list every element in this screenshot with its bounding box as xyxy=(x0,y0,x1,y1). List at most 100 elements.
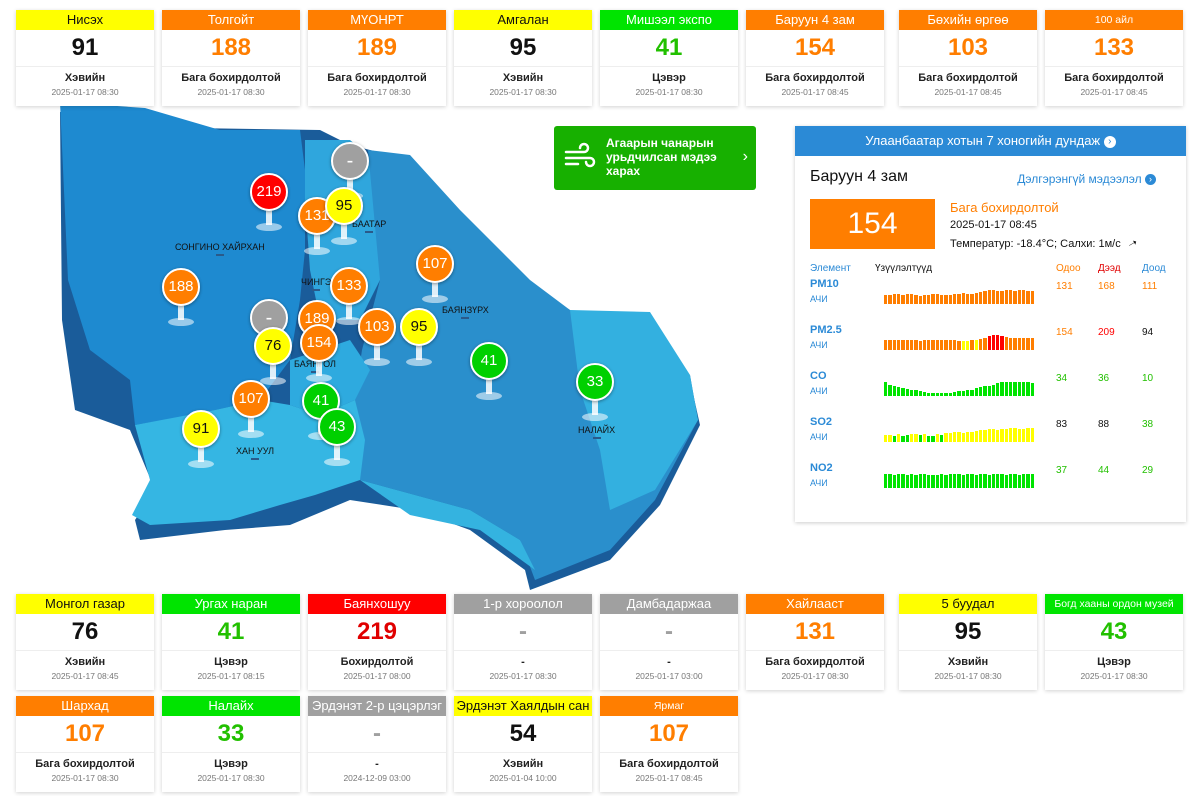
aqi-status: Бага бохирдолтой xyxy=(918,72,1018,84)
pollutant-row: SO2 АЧИ 83 88 38 xyxy=(810,416,1180,458)
panel-title[interactable]: Улаанбаатар хотын 7 хоногийн дундаж › xyxy=(795,126,1186,156)
pin-base xyxy=(364,358,390,366)
history-bar xyxy=(957,341,961,350)
pin-value: 188 xyxy=(162,268,200,306)
details-link[interactable]: Дэлгэрэнгүй мэдээлэл › xyxy=(1017,172,1156,186)
history-bar xyxy=(957,432,961,442)
station-card[interactable]: Эрдэнэт 2-р цэцэрлэг - - 2024-12-09 03:00 xyxy=(308,696,446,792)
map-pin[interactable]: 95 xyxy=(325,187,363,249)
map-pin[interactable]: 103 xyxy=(358,308,396,370)
station-card[interactable]: Нисэх 91 Хэвийн 2025-01-17 08:30 xyxy=(16,10,154,106)
history-bar xyxy=(1013,291,1017,304)
station-card[interactable]: Мишээл экспо 41 Цэвэр 2025-01-17 08:30 xyxy=(600,10,738,106)
history-bar xyxy=(1017,429,1021,442)
station-card[interactable]: Дамбадаржаа - - 2025-01-17 03:00 xyxy=(600,594,738,690)
station-card[interactable]: Эрдэнэт Хаялдын сан 54 Хэвийн 2025-01-04 10… xyxy=(454,696,592,792)
aqi-value: 95 xyxy=(509,34,537,61)
map-pin[interactable]: 41 xyxy=(470,342,508,404)
history-bar xyxy=(888,474,892,488)
station-name: Эрдэнэт Хаялдын сан xyxy=(454,696,592,716)
header-indicators: Үзүүлэлтүүд xyxy=(875,263,933,274)
station-card[interactable]: Баянхошуу 219 Бохирдолтой 2025-01-17 08:00 xyxy=(308,594,446,690)
aqi-status: Хэвийн xyxy=(64,656,106,668)
station-card[interactable]: Баруун 4 зам 154 Бага бохирдолтой 2025-01-1… xyxy=(746,10,884,106)
station-card[interactable]: Толгойт 188 Бага бохирдолтой 2025-01-17 08:… xyxy=(162,10,300,106)
history-bar xyxy=(970,474,974,488)
aqi-value: 54 xyxy=(509,720,537,747)
pollutant-history-bars xyxy=(884,426,1034,442)
history-bar xyxy=(901,435,905,442)
aqi-value: 219 xyxy=(356,618,398,645)
history-bar xyxy=(965,293,970,304)
history-bar xyxy=(922,474,927,488)
map-pin[interactable]: 133 xyxy=(330,267,368,329)
station-card[interactable]: Хайлааст 131 Бага бохирдолтой 2025-01-17 08… xyxy=(746,594,884,690)
pollutant-name: CO xyxy=(810,370,827,382)
history-bar xyxy=(892,386,896,396)
aqi-value: 103 xyxy=(947,34,989,61)
district-label: НАЛАЙХ xyxy=(578,425,615,439)
history-bar xyxy=(987,475,991,488)
pin-base xyxy=(331,237,357,245)
aqi-value: 133 xyxy=(1093,34,1135,61)
pollutant-min: 10 xyxy=(1142,373,1154,384)
station-card[interactable]: Монгол газар 76 Хэвийн 2025-01-17 08:45 xyxy=(16,594,154,690)
map-pin[interactable]: 76 xyxy=(254,327,292,389)
map-pin[interactable]: 188 xyxy=(162,268,200,330)
pin-value: 43 xyxy=(318,408,356,446)
update-time: 2025-01-17 08:30 xyxy=(197,87,265,97)
station-card[interactable]: 1-р хороолол - - 2025-01-17 08:30 xyxy=(454,594,592,690)
history-bar xyxy=(931,475,935,488)
station-card[interactable]: МҮОНРТ 189 Бага бохирдолтой 2025-01-17 08:3… xyxy=(308,10,446,106)
history-bar xyxy=(940,434,944,442)
history-bar xyxy=(983,291,987,304)
history-bar xyxy=(940,340,944,350)
card-divider xyxy=(16,66,154,67)
history-bar xyxy=(974,292,978,304)
aqi-value: 43 xyxy=(1100,618,1128,645)
history-bar xyxy=(1017,475,1021,488)
history-bar xyxy=(1013,474,1017,488)
map-pin[interactable]: 219 xyxy=(250,173,288,235)
station-card[interactable]: 100 айл 133 Бага бохирдолтой 2025-01-17 08:… xyxy=(1045,10,1183,106)
history-bar xyxy=(935,392,940,396)
pin-stem xyxy=(316,360,322,376)
history-bar xyxy=(918,341,922,350)
aqi-value: 154 xyxy=(794,34,836,61)
map-pin[interactable]: 154 xyxy=(300,324,338,386)
update-time: 2025-01-17 08:30 xyxy=(489,87,557,97)
history-bar xyxy=(884,382,888,396)
history-bar xyxy=(905,339,909,350)
map-pin[interactable]: 107 xyxy=(416,245,454,307)
aqi-value: - xyxy=(519,618,527,645)
map-pin[interactable]: 107 xyxy=(232,380,270,442)
aqi-value: 91 xyxy=(71,34,99,61)
station-card[interactable]: Богд хааны ордон музей 43 Цэвэр 2025-01-17 … xyxy=(1045,594,1183,690)
header-min: Доод xyxy=(1142,263,1166,274)
history-bar xyxy=(970,389,974,396)
history-bar xyxy=(944,340,948,350)
map-pin[interactable]: 91 xyxy=(182,410,220,472)
map-pin[interactable]: 43 xyxy=(318,408,356,470)
map-pin[interactable]: 33 xyxy=(576,363,614,425)
station-card[interactable]: Ургах наран 41 Цэвэр 2025-01-17 08:15 xyxy=(162,594,300,690)
history-bar xyxy=(905,434,909,442)
pollutant-unit: АЧИ xyxy=(810,294,828,304)
station-card[interactable]: Амгалан 95 Хэвийн 2025-01-17 08:30 xyxy=(454,10,592,106)
history-bar xyxy=(996,474,1000,488)
card-divider xyxy=(600,66,738,67)
forecast-button[interactable]: Агаарын чанарын урьдчилсан мэдээ харах › xyxy=(554,126,756,190)
history-bar xyxy=(909,389,914,396)
map-pin[interactable]: 95 xyxy=(400,308,438,370)
pollutant-unit: АЧИ xyxy=(810,386,828,396)
history-bar xyxy=(944,392,948,396)
history-bar xyxy=(935,475,940,488)
station-card[interactable]: Шархад 107 Бага бохирдолтой 2025-01-17 08:3… xyxy=(16,696,154,792)
station-card[interactable]: Ярмаг 107 Бага бохирдолтой 2025-01-17 08:45 xyxy=(600,696,738,792)
station-card[interactable]: Бөхийн өргөө 103 Бага бохирдолтой 2025-01-1… xyxy=(899,10,1037,106)
station-card[interactable]: Налайх 33 Цэвэр 2025-01-17 08:30 xyxy=(162,696,300,792)
station-card[interactable]: 5 буудал 95 Хэвийн 2025-01-17 08:30 xyxy=(899,594,1037,690)
district-label: ХАН УУЛ xyxy=(236,446,274,460)
pollutant-unit: АЧИ xyxy=(810,432,828,442)
aqi-value-box: 154 xyxy=(810,199,935,249)
